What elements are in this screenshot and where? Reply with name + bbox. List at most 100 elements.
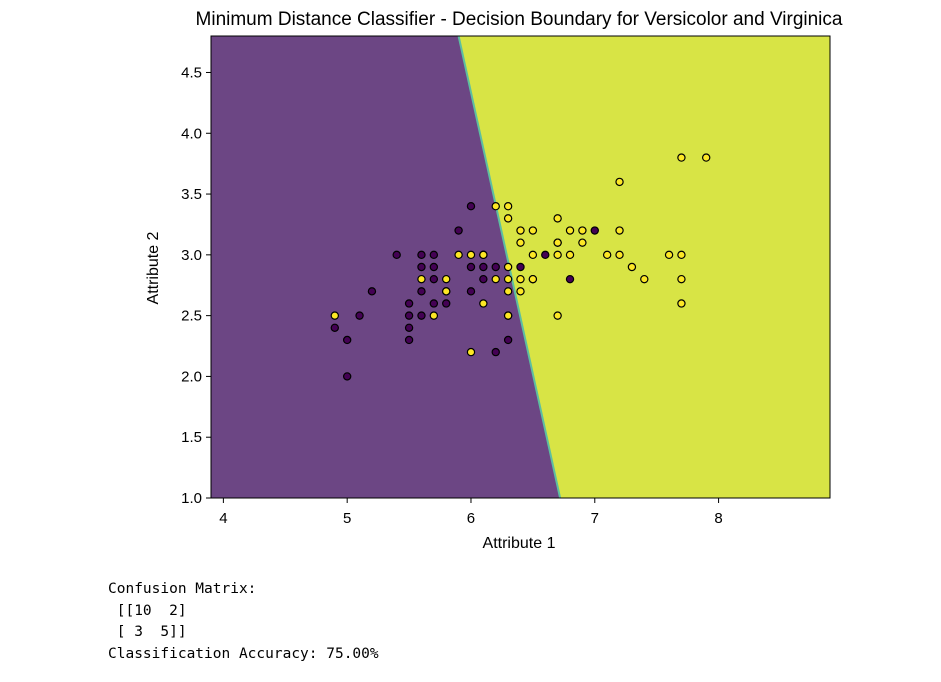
scatter-point-class-0 [466, 287, 476, 296]
scatter-point-class-0 [429, 299, 439, 308]
scatter-point-class-1 [553, 311, 562, 320]
scatter-point-class-0 [429, 250, 439, 260]
scatter-point-class-0 [392, 250, 401, 260]
scatter-point-class-1 [528, 250, 538, 260]
scatter-point-class-1 [503, 262, 513, 272]
console-output: Confusion Matrix: [[10 2] [ 3 5]] Classif… [108, 579, 379, 665]
scatter-point-class-0 [565, 274, 575, 284]
scatter-point-class-0 [541, 250, 550, 260]
scatter-point-class-0 [442, 299, 451, 308]
scatter-point-class-1 [553, 214, 562, 223]
scatter-point-class-0 [429, 262, 439, 272]
scatter-point-class-0 [503, 335, 513, 345]
scatter-point-class-1 [578, 226, 587, 235]
plot-area [210, 35, 831, 499]
y-tick-label: 4.5 [181, 64, 202, 81]
x-tick-label: 4 [219, 510, 227, 527]
scatter-point-class-1 [553, 250, 562, 260]
x-tick-label: 6 [467, 510, 475, 527]
scatter-point-class-1 [528, 226, 538, 235]
scatter-point-class-1 [664, 250, 674, 260]
y-tick-label: 2.0 [181, 368, 202, 385]
scatter-point-class-1 [479, 299, 488, 308]
scatter-point-class-0 [417, 287, 426, 296]
scatter-point-class-1 [503, 214, 513, 223]
scatter-point-class-0 [466, 262, 476, 272]
region-class-1 [458, 36, 830, 498]
scatter-point-class-1 [615, 226, 624, 235]
y-tick-label: 1.0 [181, 490, 202, 507]
scatter-point-class-1 [503, 287, 513, 296]
scatter-point-class-1 [516, 274, 525, 284]
scatter-point-class-1 [677, 299, 686, 308]
y-tick-label: 3.0 [181, 247, 202, 264]
region-class-0 [211, 36, 561, 498]
scatter-point-class-1 [491, 202, 500, 211]
scatter-point-class-1 [417, 274, 426, 284]
x-axis-label: Attribute 1 [483, 535, 556, 552]
y-tick-label: 3.5 [181, 186, 202, 203]
y-tick-label: 1.5 [181, 429, 202, 446]
scatter-point-class-1 [516, 287, 525, 296]
output-line: [ 3 5]] [108, 624, 187, 640]
scatter-point-class-1 [454, 250, 463, 260]
scatter-point-class-1 [330, 311, 339, 320]
scatter-point-class-0 [330, 323, 339, 332]
scatter-point-class-1 [565, 250, 575, 260]
scatter-point-class-1 [553, 238, 562, 247]
scatter-point-class-1 [491, 274, 500, 284]
y-axis-label: Attribute 2 [145, 231, 162, 304]
output-line: Classification Accuracy: 75.00% [108, 645, 379, 662]
scatter-point-class-0 [454, 226, 463, 235]
axes-frame [210, 35, 831, 499]
scatter-point-class-1 [615, 250, 624, 260]
scatter-point-class-0 [404, 311, 414, 320]
scatter-point-class-0 [417, 250, 426, 260]
scatter-point-class-0 [479, 262, 488, 272]
scatter-point-class-0 [342, 335, 352, 345]
scatter-point-class-0 [491, 347, 500, 357]
scatter-point-class-1 [677, 153, 686, 162]
scatter-point-class-1 [640, 274, 649, 284]
scatter-point-class-0 [404, 323, 414, 332]
scatter-point-class-1 [565, 226, 575, 235]
scatter-point-class-1 [615, 177, 624, 187]
scatter-point-class-1 [466, 347, 476, 357]
scatter-point-class-1 [442, 274, 451, 284]
y-tick-label: 4.0 [181, 125, 202, 142]
scatter-point-class-1 [503, 202, 513, 211]
scatter-point-class-1 [503, 274, 513, 284]
scatter-point-class-1 [677, 250, 686, 260]
decision-boundary-chart: Minimum Distance Classifier - Decision B… [145, 9, 843, 552]
scatter-point-class-1 [442, 287, 451, 296]
scatter-point-class-0 [491, 262, 500, 272]
scatter-point-class-1 [677, 274, 686, 284]
scatter-point-class-1 [503, 311, 513, 320]
scatter-point-class-0 [417, 262, 426, 272]
scatter-point-class-0 [404, 335, 414, 345]
scatter-point-class-0 [466, 202, 476, 211]
scatter-point-class-0 [367, 287, 377, 296]
x-tick-label: 8 [714, 510, 722, 527]
scatter-point-class-1 [627, 262, 637, 272]
scatter-point-class-1 [702, 153, 711, 162]
scatter-point-class-1 [429, 311, 439, 320]
y-tick-label: 2.5 [181, 308, 202, 325]
scatter-point-class-0 [516, 262, 525, 272]
scatter-point-class-0 [417, 311, 426, 320]
output-line: Confusion Matrix: [108, 581, 257, 597]
scatter-point-class-0 [404, 299, 414, 308]
scatter-point-class-0 [590, 226, 599, 235]
scatter-point-class-1 [578, 238, 587, 247]
x-tick-label: 5 [343, 510, 351, 527]
scatter-point-class-0 [479, 274, 488, 284]
scatter-point-class-0 [342, 372, 352, 381]
scatter-point-class-1 [479, 250, 488, 260]
x-tick-label: 7 [591, 510, 599, 527]
scatter-point-class-1 [602, 250, 612, 260]
scatter-point-class-1 [466, 250, 476, 260]
scatter-point-class-0 [355, 311, 364, 320]
scatter-point-class-1 [528, 274, 538, 284]
scatter-point-class-1 [516, 238, 525, 247]
output-line: [[10 2] [108, 602, 187, 619]
